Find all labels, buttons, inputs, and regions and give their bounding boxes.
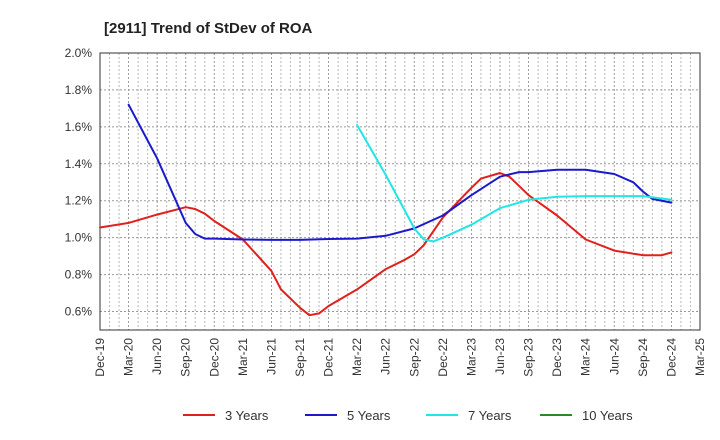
legend-label: 5 Years (347, 408, 391, 423)
y-tick-label: 0.6% (65, 305, 93, 319)
x-tick-label: Jun-22 (379, 338, 393, 375)
x-tick-label: Mar-22 (350, 338, 364, 376)
y-tick-label: 1.4% (65, 157, 93, 171)
chart-title: [2911] Trend of StDev of ROA (104, 20, 313, 37)
legend-label: 7 Years (468, 408, 512, 423)
legend-label: 10 Years (582, 408, 633, 423)
series-line-3-years (99, 172, 673, 317)
plot-border (99, 52, 701, 331)
x-tick-label: Mar-25 (693, 338, 707, 376)
x-tick-label: Dec-20 (207, 338, 221, 377)
x-tick-label: Sep-20 (179, 338, 193, 377)
x-tick-label: Jun-20 (150, 338, 164, 375)
x-tick-label: Sep-21 (293, 338, 307, 377)
x-tick-label: Sep-24 (636, 338, 650, 377)
x-tick-label: Dec-24 (664, 338, 678, 377)
legend-label: 3 Years (225, 408, 269, 423)
x-tick-label: Mar-23 (464, 338, 478, 376)
y-tick-label: 1.0% (65, 231, 93, 245)
x-tick-label: Dec-22 (436, 338, 450, 377)
x-tick-label: Mar-21 (236, 338, 250, 376)
x-tick-label: Dec-19 (93, 338, 107, 377)
y-tick-label: 1.2% (65, 194, 93, 208)
x-tick-label: Mar-20 (122, 338, 136, 376)
y-tick-label: 2.0% (65, 46, 93, 60)
series-line-5-years (127, 103, 673, 241)
x-tick-label: Jun-21 (264, 338, 278, 375)
x-tick-label: Jun-23 (493, 338, 507, 375)
y-tick-label: 1.6% (65, 120, 93, 134)
x-tick-label: Jun-24 (607, 338, 621, 375)
y-tick-label: 0.8% (65, 268, 93, 282)
legend: 3 Years 5 Years 7 Years 10 Years (183, 408, 633, 423)
x-tick-label: Mar-24 (579, 338, 593, 376)
y-tick-label: 1.8% (65, 83, 93, 97)
x-tick-label: Sep-22 (407, 338, 421, 377)
x-tick-label: Sep-23 (522, 338, 536, 377)
x-tick-label: Dec-21 (322, 338, 336, 377)
x-tick-label: Dec-23 (550, 338, 564, 377)
series-line-7-years (356, 124, 673, 243)
plot-area: 0.6% 0.8% 1.0% 1.2% 1.4% 1.6% 1.8% 2.0% Dec-19 Ma… (65, 46, 707, 377)
